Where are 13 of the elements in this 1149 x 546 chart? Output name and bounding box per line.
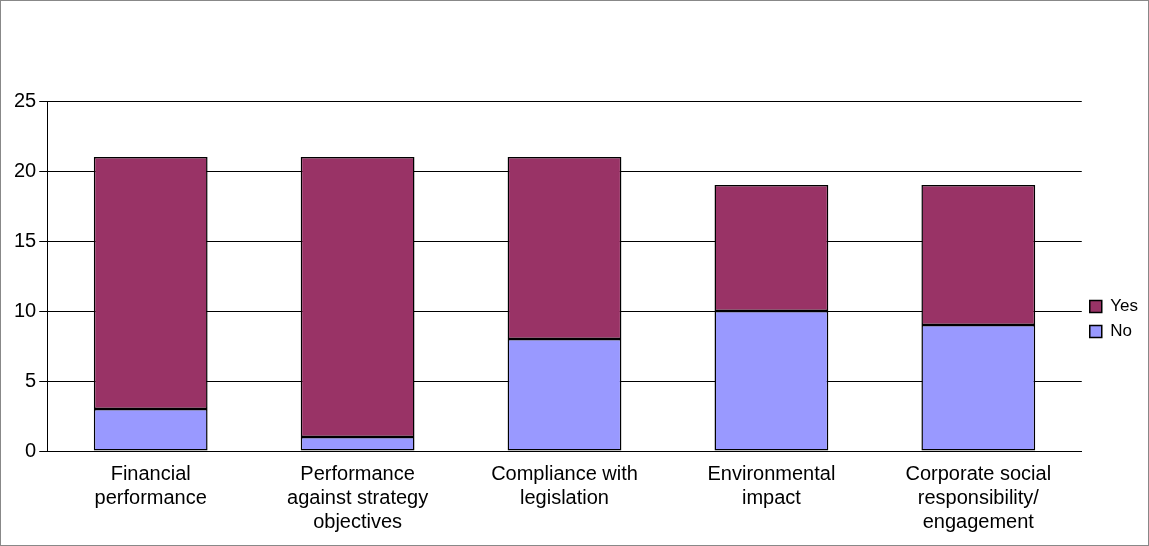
x-tick-label: Compliance with legislation xyxy=(491,461,638,508)
y-tick-label: 10 xyxy=(14,298,37,321)
x-tick-label: Performance against strategy objectives xyxy=(287,461,429,532)
y-tick-label: 0 xyxy=(25,438,37,461)
x-tick-label: Environmental impact xyxy=(707,461,836,508)
y-tick-label: 5 xyxy=(25,368,37,391)
legend-label: Yes xyxy=(1110,296,1138,316)
y-tick-label: 15 xyxy=(14,228,37,251)
x-tick-label: Corporate social responsibility/ engagement xyxy=(905,461,1052,532)
x-tick-label: Financial performance xyxy=(94,461,207,508)
y-tick-label: 20 xyxy=(14,158,37,181)
legend-label: No xyxy=(1110,321,1132,341)
y-tick-label: 25 xyxy=(14,88,37,111)
